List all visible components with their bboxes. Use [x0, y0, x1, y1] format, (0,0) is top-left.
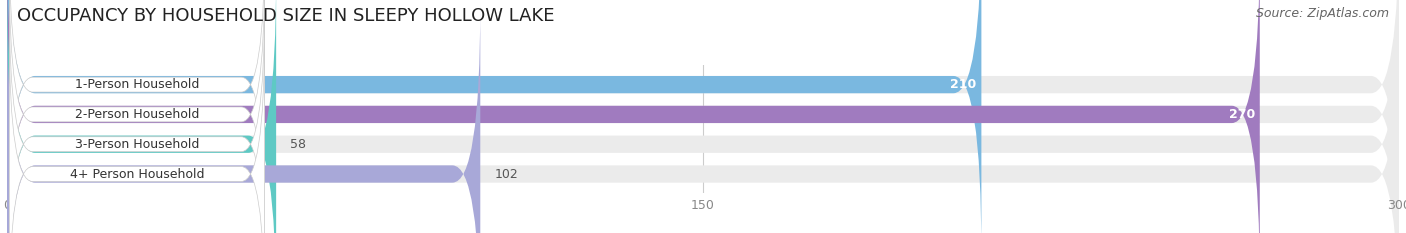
Text: 2-Person Household: 2-Person Household: [75, 108, 200, 121]
FancyBboxPatch shape: [7, 0, 1399, 233]
Text: 4+ Person Household: 4+ Person Household: [70, 168, 204, 181]
FancyBboxPatch shape: [7, 0, 1399, 233]
FancyBboxPatch shape: [10, 0, 264, 226]
Text: Source: ZipAtlas.com: Source: ZipAtlas.com: [1256, 7, 1389, 20]
FancyBboxPatch shape: [7, 4, 481, 233]
FancyBboxPatch shape: [7, 0, 981, 233]
Text: 210: 210: [950, 78, 977, 91]
FancyBboxPatch shape: [7, 0, 1260, 233]
FancyBboxPatch shape: [10, 0, 264, 233]
FancyBboxPatch shape: [7, 0, 1399, 233]
FancyBboxPatch shape: [7, 0, 276, 233]
Text: 270: 270: [1229, 108, 1256, 121]
FancyBboxPatch shape: [10, 3, 264, 233]
Text: 102: 102: [495, 168, 517, 181]
FancyBboxPatch shape: [10, 32, 264, 233]
Text: 1-Person Household: 1-Person Household: [75, 78, 200, 91]
FancyBboxPatch shape: [7, 4, 1399, 233]
Text: 3-Person Household: 3-Person Household: [75, 138, 200, 151]
Text: 58: 58: [290, 138, 307, 151]
Text: OCCUPANCY BY HOUSEHOLD SIZE IN SLEEPY HOLLOW LAKE: OCCUPANCY BY HOUSEHOLD SIZE IN SLEEPY HO…: [17, 7, 554, 25]
